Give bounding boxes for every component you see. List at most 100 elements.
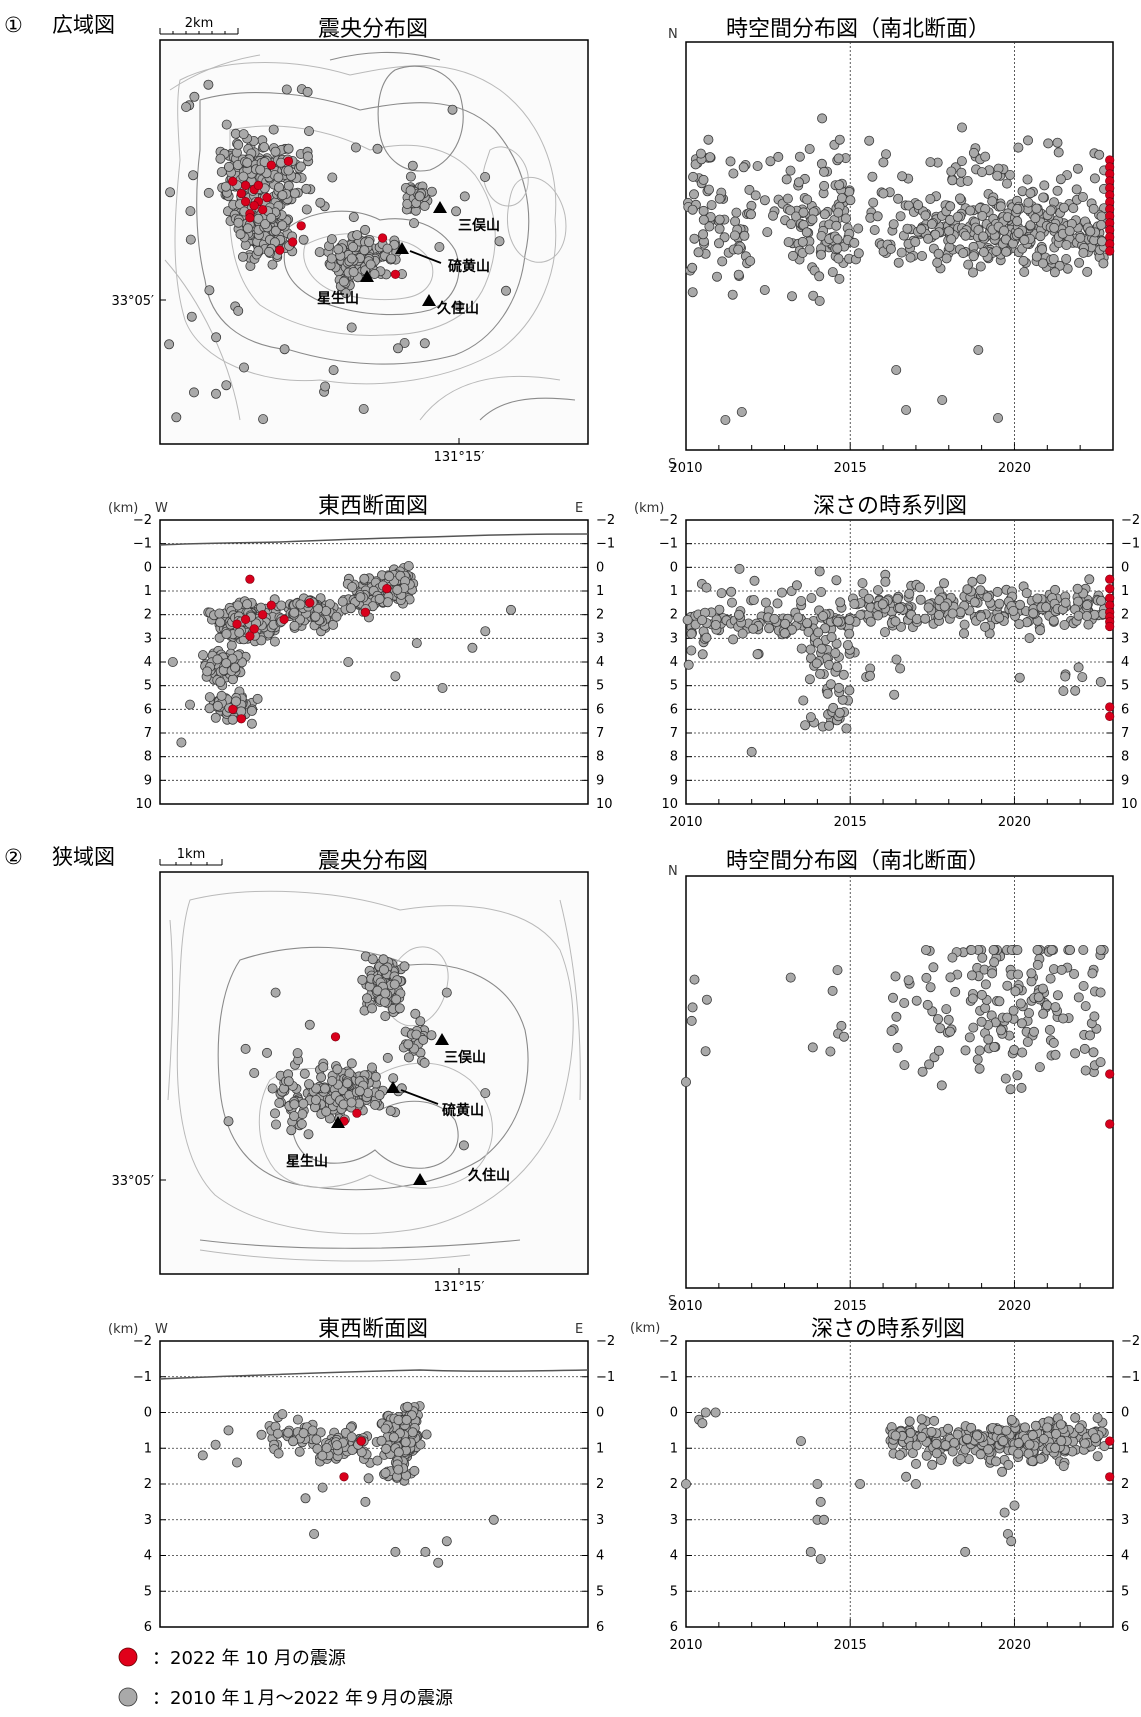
narrow-ew-title: 東西断面図 [318,1317,428,1342]
wide-st-event [864,135,875,146]
narrow-dt-event [1051,1429,1062,1440]
narrow-ew-km-label: (km) [108,1322,138,1337]
narrow-st-event [681,1077,692,1088]
narrow-st-event [891,1011,902,1022]
wide-label-hossho: 星生山 [317,290,359,307]
narrow-st-event [1064,945,1075,956]
wide-dt-event [686,628,697,639]
narrow-ew-ytick-right-6: 6 [596,1620,604,1635]
wide-ew-red-event [360,607,371,617]
wide-st-event [878,188,889,199]
narrow-st-event [1085,1030,1096,1041]
narrow-dt-event [926,1426,937,1437]
wide-map-event [303,126,314,137]
narrow-dt-xtick-2010: 2010 [669,1638,702,1653]
wide-ew-ytick-left-4: 4 [144,655,152,670]
wide-map-event [233,217,244,228]
wide-map-event [203,79,214,90]
wide-st-event [910,236,921,247]
narrow-map-event [289,1099,300,1110]
wide-st-event [885,243,896,254]
wide-dt-km-label: (km) [634,501,664,516]
wide-dt-event [1048,615,1059,626]
narrow-st-event [899,998,910,1009]
wide-st-event [917,250,928,261]
wide-dt-event [915,594,926,605]
narrow-st-event [1000,1073,1011,1084]
wide-map-event [405,185,416,196]
wide-ew-event [226,640,237,651]
narrow-st-event [1046,945,1057,956]
narrow-ew-surface-profile [159,1369,589,1380]
narrow-map-event [399,961,410,972]
wide-st-event [687,262,698,273]
wide-map-event [340,288,351,299]
narrow-ew-event [360,1496,371,1507]
narrow-st-event [807,1042,818,1053]
wide-ew-event [214,608,225,619]
wide-map-event [253,245,264,256]
wide-ew-event [176,737,187,748]
wide-dt-event [834,707,845,718]
wide-st-event [688,171,699,182]
narrow-st-event [1032,945,1043,956]
wide-ew-red-event [382,583,392,594]
narrow-map-event [370,1099,381,1110]
wide-ew-title: 東西断面図 [318,494,428,519]
wide-map-event [267,259,278,270]
wide-dt-ytick-right-7: 7 [1121,726,1129,741]
narrow-st-event [936,1080,947,1091]
wide-map-event [392,343,403,354]
wide-st-event [833,153,844,164]
wide-ew-ytick-right-1: 1 [596,584,604,599]
wide-dt-title: 深さの時系列図 [813,494,967,519]
wide-ew-event [242,599,253,610]
wide-dt-ytick-right-6: 6 [1121,702,1129,717]
narrow-map-event [354,1086,365,1097]
mitsumata-peak-icon [433,201,447,213]
narrow-dt-ytick-left-4: 4 [670,1549,678,1564]
wide-epicenter-map: 震央分布図 2km 三俣山 硫黄山 星生山 久 [111,16,589,465]
wide-map-event [302,86,313,97]
narrow-map-event [249,1068,260,1079]
wide-st-event [717,256,728,267]
narrow-st-event [1088,1047,1099,1058]
narrow-ew-ytick-right--1: −1 [596,1370,615,1385]
wide-dt-ytick-left-10: 10 [661,797,678,812]
narrow-ew-ytick-right--2: −2 [596,1334,615,1349]
narrow-st-event [1024,1008,1035,1019]
wide-dt-event [1083,619,1094,630]
wide-dt-event [855,610,866,621]
narrow-dt-event [796,1436,807,1447]
wide-st-event [705,152,716,163]
narrow-st-event [1079,1043,1090,1054]
narrow-dt-event [1009,1500,1020,1511]
wide-dt-event [880,576,891,587]
narrow-dt-xtick-2015: 2015 [834,1638,867,1653]
wide-dt-xtick-2015: 2015 [834,815,867,830]
wide-map-event [350,142,361,153]
narrow-st-event [980,979,991,990]
narrow-ew-ytick-right-2: 2 [596,1477,604,1492]
narrow-dt-ytick-left-0: 0 [670,1406,678,1421]
wide-dt-event [894,602,905,613]
kuju-peak-icon [422,294,436,306]
narrow-ew-ytick-left-1: 1 [144,1441,152,1456]
wide-st-event [834,134,845,145]
wide-st-event [993,412,1004,423]
narrow-map-event [318,1062,329,1073]
narrow-dt-ytick-left-6: 6 [670,1620,678,1635]
wide-dt-ytick-left-0: 0 [670,560,678,575]
wide-map-event [188,387,199,398]
narrow-dt-event [681,1479,692,1490]
narrow-st-event [1008,1005,1019,1016]
narrow-st-event [933,1045,944,1056]
wide-dt-event [701,632,712,643]
narrow-label-kuju: 久住山 [467,1167,510,1184]
wide-st-event [782,193,793,204]
narrow-ew-e-label: E [575,1322,583,1337]
wide-map-event [237,251,248,262]
wide-dt-event [841,723,852,734]
wide-st-event [896,247,907,258]
wide-map-event [233,139,244,150]
